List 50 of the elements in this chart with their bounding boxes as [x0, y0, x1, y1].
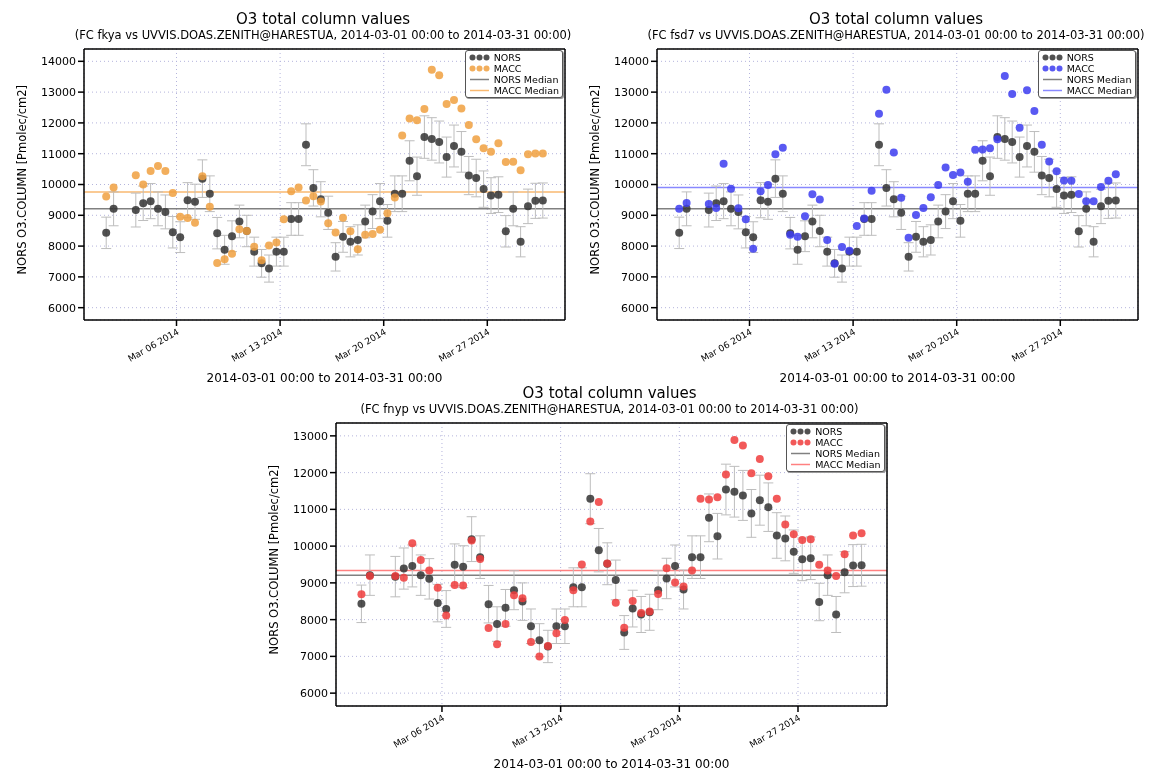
y-tick-label: 9000: [621, 209, 649, 223]
y-tick-label: 10000: [292, 540, 328, 554]
y-axis-title: NORS O3.COLUMN [Pmolec/cm2]: [266, 464, 281, 655]
y-tick-label: 14000: [41, 55, 76, 69]
y-axis-title: NORS O3.COLUMN [Pmolec/cm2]: [15, 84, 30, 275]
y-tick-label: 12000: [614, 116, 649, 130]
y-tick-label: 13000: [614, 86, 649, 100]
y-tick-label: 9000: [48, 209, 76, 223]
y-tick-label: 8000: [299, 613, 328, 627]
y-tick-label: 6000: [48, 301, 76, 315]
legend-label: MACC: [493, 63, 522, 74]
legend-label: NORS: [493, 52, 521, 63]
legend-label: NORS Median: [815, 448, 880, 459]
y-tick-label: 14000: [614, 55, 649, 69]
y-tick-label: 7000: [621, 270, 649, 284]
chart-title: O3 total column values: [521, 384, 698, 402]
legend-label: MACC Median: [493, 85, 559, 96]
y-tick-label: 6000: [621, 301, 649, 315]
legend-label: MACC: [1066, 63, 1095, 74]
y-tick-label: 10000: [614, 178, 649, 192]
y-tick-label: 12000: [41, 116, 76, 130]
y-tick-label: 9000: [299, 576, 328, 590]
y-axis-title: NORS O3.COLUMN [Pmolec/cm2]: [588, 84, 603, 275]
y-tick-label: 13000: [292, 429, 328, 443]
legend-label: NORS Median: [493, 74, 559, 85]
y-tick-label: 11000: [41, 147, 76, 161]
y-tick-label: 7000: [48, 270, 76, 284]
legend-label: NORS: [1066, 52, 1094, 63]
chart-subtitle: (FC fsd7 vs UVVIS.DOAS.ZENITH@HARESTUA, 2014-03-01 00:00 to 2014-03-31 00:00): [646, 28, 1146, 42]
y-tick-label: 13000: [41, 86, 76, 100]
chart-subtitle: (FC fkya vs UVVIS.DOAS.ZENITH@HARESTUA, 2014-03-01 00:00 to 2014-03-31 00:00): [73, 28, 573, 42]
x-axis-title: 2014-03-01 00:00 to 2014-03-31 00:00: [779, 371, 1016, 385]
legend-label: MACC: [815, 437, 843, 448]
chart-title: O3 total column values: [235, 10, 411, 28]
y-tick-label: 11000: [292, 503, 328, 517]
chart-title: O3 total column values: [808, 10, 984, 28]
legend-label: MACC Median: [1066, 85, 1132, 96]
y-tick-label: 12000: [292, 466, 328, 480]
x-axis-title: 2014-03-01 00:00 to 2014-03-31 00:00: [206, 371, 443, 385]
legend-label: NORS Median: [1066, 74, 1132, 85]
legend-label: NORS: [815, 426, 843, 437]
y-tick-label: 7000: [299, 650, 328, 664]
legend-label: MACC Median: [815, 459, 881, 470]
y-tick-label: 8000: [621, 240, 649, 253]
y-tick-label: 8000: [48, 240, 76, 253]
y-tick-label: 11000: [614, 147, 649, 161]
chart-subtitle: (FC fnyp vs UVVIS.DOAS.ZENITH@HARESTUA, 2014-03-01 00:00 to 2014-03-31 00:00): [359, 402, 860, 416]
y-tick-label: 6000: [299, 687, 328, 701]
x-axis-title: 2014-03-01 00:00 to 2014-03-31 00:00: [493, 757, 729, 771]
y-tick-label: 10000: [41, 178, 76, 192]
